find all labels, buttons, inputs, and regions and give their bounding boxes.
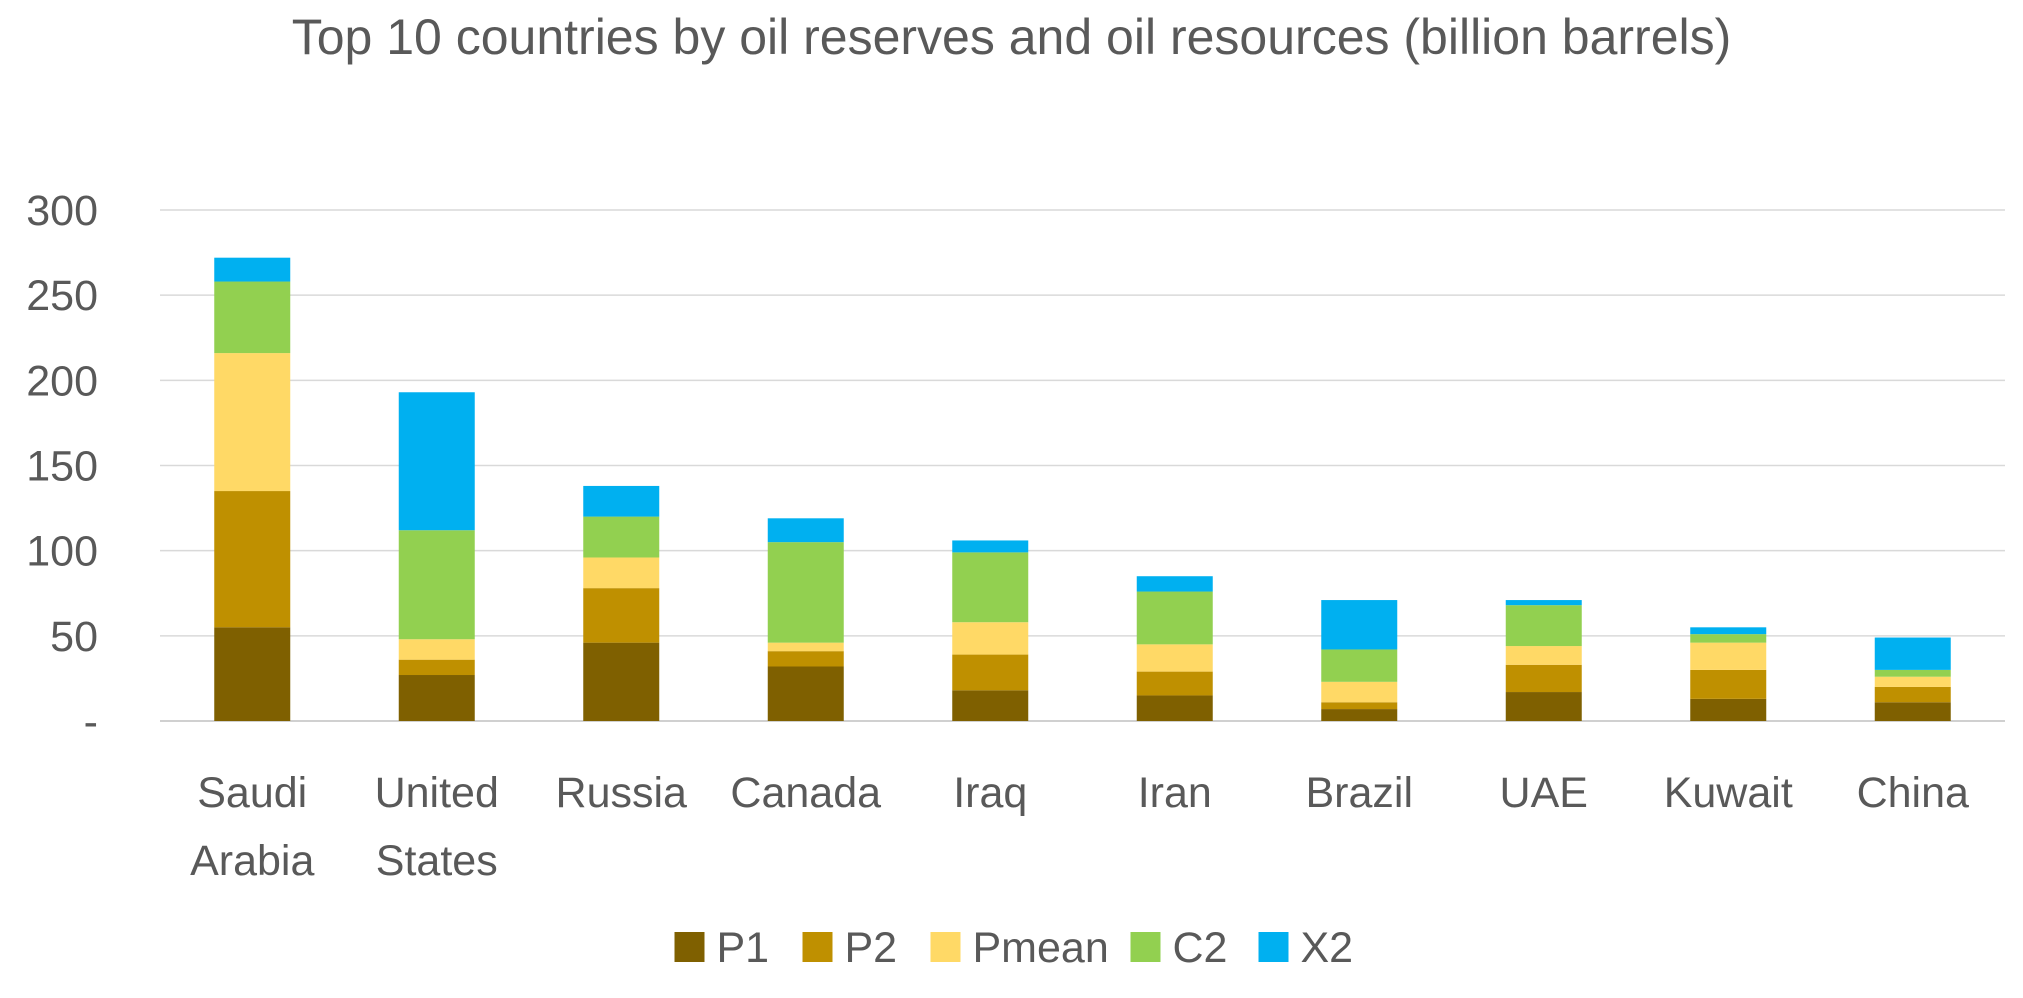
bar-segment-x2 — [583, 485, 660, 517]
legend-label: X2 — [1301, 924, 1354, 972]
bar-segment-pmean — [214, 353, 291, 492]
bar-segment-p1 — [1136, 695, 1213, 721]
bar-segment-pmean — [767, 642, 844, 652]
y-tick-label: 150 — [26, 443, 98, 491]
bar-segment-pmean — [1874, 676, 1951, 687]
legend-label: P1 — [717, 924, 770, 972]
bar-segment-c2 — [1136, 591, 1213, 645]
bar-segment-x2 — [1874, 637, 1951, 670]
bar-segment-p2 — [952, 654, 1029, 691]
bar-segment-c2 — [767, 542, 844, 643]
legend-swatch — [674, 932, 705, 962]
y-tick-label: 50 — [50, 613, 98, 661]
bar-segment-c2 — [1321, 649, 1398, 682]
bar-segment-p1 — [214, 627, 291, 721]
x-tick-label: Arabia — [190, 837, 314, 885]
bar-segment-c2 — [1690, 634, 1767, 643]
x-axis: Saudi Arabia United States Russia Canada Iraq I… — [190, 769, 1969, 885]
bar-segment-x2 — [214, 257, 291, 282]
bar-segment-pmean — [398, 639, 475, 660]
bar-segment-p2 — [398, 659, 475, 676]
x-tick-label: Saudi — [197, 769, 307, 817]
bar-segment-p1 — [1690, 698, 1767, 721]
x-tick-label: States — [376, 837, 498, 885]
legend-swatch — [930, 932, 961, 962]
y-tick-label: 100 — [26, 528, 98, 576]
bar-segment-c2 — [952, 552, 1029, 623]
bar-segment-pmean — [1505, 646, 1582, 665]
bar-segment-p2 — [1690, 669, 1767, 699]
bar-segment-x2 — [1505, 600, 1582, 606]
bar-segment-p1 — [1505, 692, 1582, 721]
bar-segment-x2 — [1690, 627, 1767, 635]
x-tick-label: Canada — [730, 769, 881, 817]
x-tick-label: China — [1857, 769, 1969, 817]
chart-title: Top 10 countries by oil reserves and oil… — [291, 9, 1732, 65]
legend-label: C2 — [1173, 924, 1228, 972]
bar-segment-p1 — [583, 642, 660, 721]
x-tick-label: Iran — [1138, 769, 1212, 817]
bar-segment-p2 — [1321, 702, 1398, 710]
bar-segment-c2 — [1505, 605, 1582, 647]
y-tick-label: 300 — [26, 187, 98, 235]
x-tick-label: Kuwait — [1664, 769, 1793, 817]
bar-segment-c2 — [214, 281, 291, 354]
y-tick-label: 200 — [26, 357, 98, 405]
legend-swatch — [802, 932, 833, 962]
legend-label: Pmean — [973, 924, 1109, 972]
bar-segment-pmean — [1321, 681, 1398, 703]
legend-label: P2 — [845, 924, 898, 972]
bar-segment-x2 — [767, 518, 844, 543]
bar-segment-pmean — [583, 557, 660, 589]
bar-segment-x2 — [398, 392, 475, 531]
bar-segment-pmean — [1136, 644, 1213, 672]
y-tick-label: - — [84, 698, 98, 746]
bar-segment-p2 — [1874, 686, 1951, 703]
x-tick-label: Iraq — [953, 769, 1027, 817]
bar-segment-x2 — [952, 540, 1029, 553]
bar-segment-p1 — [1874, 702, 1951, 721]
bar-segment-x2 — [1321, 600, 1398, 650]
x-tick-label: United — [375, 769, 499, 817]
bars — [214, 257, 1951, 721]
bar-segment-pmean — [1690, 642, 1767, 670]
bar-segment-p2 — [1505, 664, 1582, 693]
bar-segment-p1 — [1321, 709, 1398, 721]
bar-segment-x2 — [1136, 576, 1213, 592]
legend-swatch — [1258, 932, 1289, 962]
x-tick-label: UAE — [1500, 769, 1588, 817]
x-tick-label: Brazil — [1305, 769, 1413, 817]
bar-segment-p2 — [583, 588, 660, 643]
bar-segment-p1 — [952, 690, 1029, 721]
legend: P1 P2 Pmean C2 X2 — [674, 924, 1354, 972]
x-tick-label: Russia — [556, 769, 688, 817]
bar-segment-p2 — [767, 651, 844, 667]
bar-segment-c2 — [398, 530, 475, 640]
y-tick-label: 250 — [26, 272, 98, 320]
bar-segment-c2 — [1874, 669, 1951, 677]
bar-segment-p1 — [398, 675, 475, 721]
legend-swatch — [1130, 932, 1161, 962]
bar-segment-p2 — [1136, 671, 1213, 696]
bar-segment-c2 — [583, 516, 660, 558]
y-axis: - 50 100 150 200 250 300 — [26, 187, 98, 746]
bar-segment-p1 — [767, 666, 844, 721]
bar-segment-p2 — [214, 491, 291, 628]
bar-segment-pmean — [952, 622, 1029, 655]
